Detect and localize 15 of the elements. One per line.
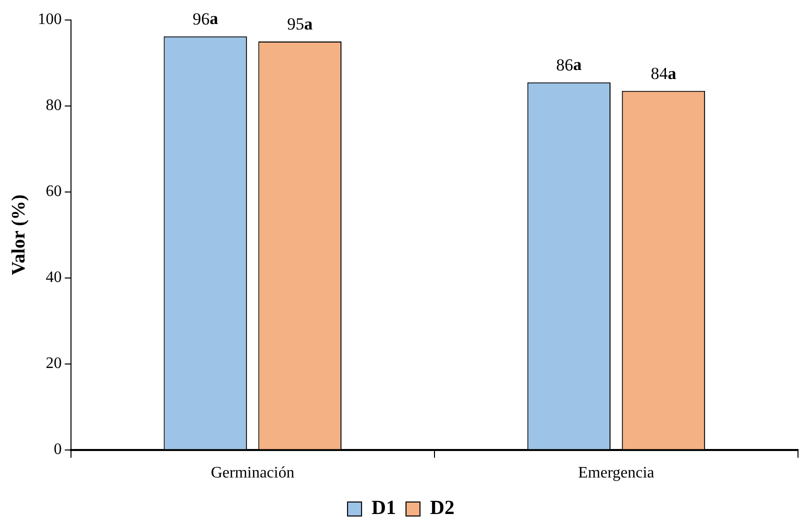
data-label: 86a — [556, 55, 582, 74]
data-label: 96a — [192, 9, 219, 28]
x-tick-label: Germinación — [210, 464, 294, 482]
y-tick-label: 100 — [38, 11, 62, 28]
y-tick-label: 20 — [46, 355, 62, 372]
data-label: 84a — [650, 64, 677, 83]
y-tick-label: 80 — [46, 97, 62, 114]
legend-label: D1 — [372, 497, 396, 520]
y-tick-label: 40 — [46, 269, 62, 286]
data-label: 95a — [287, 14, 314, 34]
legend-label: D2 — [430, 497, 454, 520]
y-tick-label: 0 — [54, 441, 62, 458]
x-tick-label: Emergencia — [578, 464, 654, 482]
y-axis-title: Valor (%) — [8, 194, 30, 276]
y-tick-label: 60 — [46, 183, 62, 200]
